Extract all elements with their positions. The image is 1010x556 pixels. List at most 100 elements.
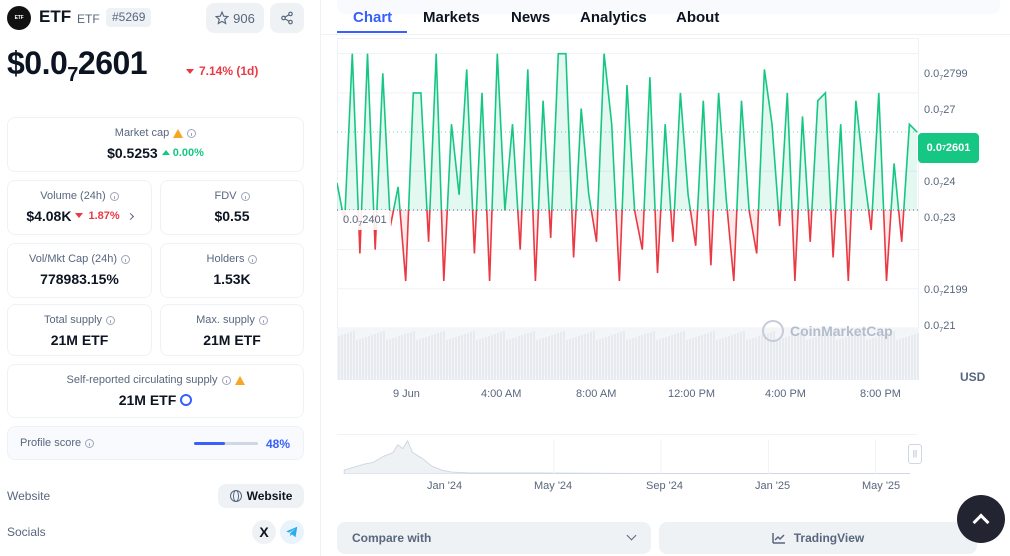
cmc-logo-icon [762, 320, 784, 342]
caret-down-icon [75, 213, 84, 218]
compare-with-dropdown[interactable]: Compare with [337, 522, 651, 554]
website-button-label: Website [246, 489, 293, 503]
rank-badge: #5269 [106, 8, 152, 27]
x-tick-label: 8:00 AM [576, 388, 617, 400]
x-tick-label: 4:00 PM [765, 388, 806, 400]
tradingview-label: TradingView [793, 531, 865, 545]
price-area-up [337, 53, 917, 211]
info-icon[interactable] [187, 128, 197, 138]
tab-news[interactable]: News [511, 9, 551, 26]
y-tick-label: 0.0723 [924, 212, 956, 226]
tab-markets[interactable]: Markets [423, 9, 480, 26]
tab-analytics[interactable]: Analytics [580, 9, 647, 26]
watchlist-button[interactable]: 906 [206, 3, 264, 33]
vol-mkt-cap-card: Vol/Mkt Cap (24h) 778983.15% [7, 243, 152, 298]
range-handle[interactable]: || [908, 444, 922, 464]
profile-score-label: Profile score [20, 437, 82, 449]
info-icon[interactable] [240, 191, 250, 201]
info-icon[interactable] [121, 254, 131, 264]
x-twitter-icon[interactable]: X [252, 520, 276, 544]
max-supply-value: 21M ETF [203, 332, 261, 348]
total-supply-label: Total supply [43, 314, 103, 326]
profile-score-bar [194, 442, 258, 445]
baseline-pre: 0.0 [343, 214, 359, 226]
market-cap-change: 0.00% [161, 147, 204, 159]
market-cap-value: $0.5253 [107, 145, 158, 161]
fdv-card: FDV $0.55 [160, 180, 304, 235]
watermark-text: CoinMarketCap [790, 323, 893, 339]
info-icon[interactable] [221, 375, 231, 385]
caret-up-icon [161, 150, 170, 155]
chevron-right-icon [126, 212, 134, 220]
socials-label: Socials [7, 525, 46, 539]
market-cap-change-value: 0.00% [172, 147, 204, 159]
price-chart[interactable] [337, 38, 919, 380]
share-icon [281, 11, 293, 25]
profile-score: Profile score 48% [7, 426, 304, 460]
price-digits: 2601 [77, 45, 148, 81]
volume-value: $4.08K [26, 208, 72, 224]
current-price-post: 2601 [945, 142, 971, 154]
info-icon[interactable] [106, 315, 116, 325]
telegram-icon[interactable] [280, 520, 304, 544]
total-supply-value: 21M ETF [50, 332, 109, 348]
tabs-background [337, 0, 1000, 14]
range-tick-label: Jan '25 [755, 480, 791, 492]
warning-icon [234, 375, 245, 385]
range-tick-label: Jan '24 [427, 480, 463, 492]
range-navigator[interactable] [337, 434, 917, 474]
baseline-sub: 7 [358, 221, 363, 228]
x-tick-label: 12:00 PM [668, 388, 716, 400]
info-icon[interactable] [248, 254, 258, 264]
circulating-supply-value: 21M ETF [118, 392, 177, 408]
tabs-divider [321, 34, 1010, 35]
compare-with-label: Compare with [352, 531, 432, 545]
x-tick-label: 9 Jun [393, 388, 420, 400]
volume-change-value: 1.87% [88, 210, 120, 222]
holders-value: 1.53K [213, 271, 251, 287]
tab-chart[interactable]: Chart [353, 9, 393, 26]
warning-icon [173, 128, 184, 138]
range-tick-label: May '25 [862, 480, 901, 492]
volume-card[interactable]: Volume (24h) $4.08K 1.87% [7, 180, 152, 235]
info-icon[interactable] [258, 315, 268, 325]
x-tick-label: 8:00 PM [860, 388, 901, 400]
info-icon[interactable] [85, 438, 95, 448]
share-button[interactable] [270, 3, 304, 33]
baseline-post: 2401 [362, 214, 387, 226]
volume-label: Volume (24h) [40, 190, 106, 202]
price-change: 7.14% (1d) [186, 64, 258, 78]
total-supply-card: Total supply 21M ETF [7, 304, 152, 356]
range-tick-label: May '24 [534, 480, 573, 492]
vol-mkt-cap-value: 778983.15% [40, 271, 119, 287]
tradingview-button[interactable]: TradingView [659, 522, 977, 554]
price-prefix: $0.0 [7, 45, 68, 81]
coinmarketcap-watermark: CoinMarketCap [762, 320, 893, 342]
range-tick-label: Sep '24 [646, 480, 683, 492]
coin-symbol: ETF [77, 12, 100, 26]
info-icon[interactable] [109, 191, 119, 201]
max-supply-card: Max. supply 21M ETF [160, 304, 304, 356]
current-price-pre: 0.0 [926, 142, 942, 154]
telegram-plane-icon [286, 526, 298, 538]
x-glyph: X [259, 524, 269, 540]
star-icon [215, 11, 230, 25]
website-button[interactable]: Website [218, 484, 304, 508]
current-price-tag: 0.0 7 2601 [918, 133, 979, 163]
coin-info-panel: ETF ETF ETF #5269 906 $0.072601 7.14% (1… [0, 0, 321, 556]
chevron-down-icon [626, 530, 637, 541]
range-navigator-area [343, 439, 911, 474]
currency-label: USD [960, 370, 986, 384]
watchlist-count: 906 [233, 10, 255, 26]
price-zero-count: 7 [67, 64, 78, 86]
price-line-up [337, 52, 918, 211]
holders-label: Holders [206, 253, 245, 265]
max-supply-label: Max. supply [196, 314, 255, 326]
tab-about[interactable]: About [676, 9, 720, 26]
line-chart-icon [772, 533, 785, 544]
chevron-up-icon [972, 513, 990, 531]
y-tick-label: 0.0727 [924, 104, 956, 118]
scroll-to-top-button[interactable] [957, 495, 1005, 543]
x-tick-label: 4:00 AM [481, 388, 522, 400]
current-price-sub: 7 [941, 144, 946, 152]
